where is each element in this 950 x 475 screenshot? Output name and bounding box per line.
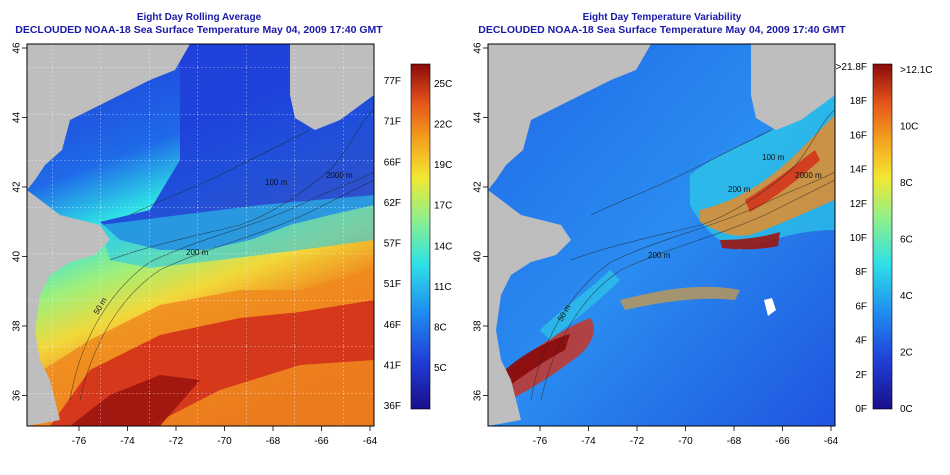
contour-label: 200 m	[728, 185, 751, 194]
colorbar-label: 14C	[434, 241, 452, 252]
longitude-tick-label: -64	[363, 436, 378, 447]
longitude-tick-label: -76	[533, 436, 548, 447]
latitude-tick-label: 38	[12, 320, 23, 332]
colorbar-variability: >21.8F 18F 16F 14F 12F 10F 8F 6F 4F 2F 0F >12.1C 10…	[836, 62, 933, 415]
latitude-tick-label: 40	[473, 251, 484, 263]
longitude-tick-label: -68	[266, 436, 281, 447]
panel-title-average: Eight Day Rolling Average DECLOUDED NOAA…	[0, 12, 398, 36]
colorbar-label: 36F	[384, 401, 401, 412]
colorbar-label: 77F	[384, 76, 401, 87]
map-frame	[26, 43, 375, 427]
colorbar-label: 25C	[434, 79, 452, 90]
colorbar-label: 0C	[900, 404, 913, 415]
colorbar-ramp	[872, 63, 893, 410]
chart-subtitle: DECLOUDED NOAA-18 Sea Surface Temperatur…	[15, 24, 383, 36]
colorbar-label: 8C	[434, 322, 447, 333]
longitude-tick-label: -66	[775, 436, 790, 447]
longitude-tick-label: -72	[169, 436, 184, 447]
contour-label: 100 m	[762, 153, 785, 162]
map-frame	[487, 43, 836, 427]
chart-subtitle: DECLOUDED NOAA-18 Sea Surface Temperatur…	[478, 24, 846, 36]
latitude-tick-label: 36	[473, 390, 484, 402]
latitude-axis-left: 46 44 42 40 38 36	[12, 42, 27, 401]
colorbar-label: 2F	[855, 370, 867, 381]
contour-label: 2000 m	[326, 171, 353, 180]
colorbar-label: 51F	[384, 279, 401, 290]
colorbar-label: >12.1C	[900, 65, 933, 76]
colorbar-label: 41F	[384, 360, 401, 371]
contour-label: 200 m	[648, 251, 671, 260]
longitude-tick-label: -74	[120, 436, 135, 447]
colorbar-ramp	[410, 63, 431, 410]
colorbar-label: 14F	[850, 165, 867, 176]
latitude-tick-label: 44	[12, 112, 23, 124]
latitude-axis-right: 46 44 42 40 38 36	[473, 42, 488, 401]
graticule	[27, 44, 374, 426]
longitude-axis-right: -76 -74 -72 -70 -68 -66 -64	[533, 426, 839, 447]
latitude-tick-label: 36	[12, 390, 23, 402]
longitude-tick-label: -66	[314, 436, 329, 447]
latitude-tick-label: 38	[473, 320, 484, 332]
latitude-tick-label: 46	[12, 42, 23, 54]
latitude-tick-label: 40	[12, 251, 23, 263]
colorbar-label: >21.8F	[836, 62, 867, 73]
colorbar-label: 10F	[850, 233, 867, 244]
panel-title-variability: Eight Day Temperature Variability DECLOU…	[462, 12, 862, 36]
sst-variability-map	[488, 44, 835, 426]
colorbar-label: 10C	[900, 122, 918, 133]
colorbar-label: 2C	[900, 348, 913, 359]
colorbar-average: 77F 71F 66F 62F 57F 51F 46F 41F 36F 25C 22C 19C 17C…	[384, 63, 452, 412]
colorbar-label: 8F	[855, 267, 867, 278]
colorbar-label: 18F	[850, 96, 867, 107]
chart-title: Eight Day Rolling Average	[136, 12, 262, 23]
colorbar-label: 62F	[384, 198, 401, 209]
colorbar-label: 17C	[434, 201, 452, 212]
latitude-tick-label: 46	[473, 42, 484, 54]
longitude-tick-label: -74	[581, 436, 596, 447]
chart-title: Eight Day Temperature Variability	[582, 12, 742, 23]
contour-label: 100 m	[265, 178, 288, 187]
colorbar-label: 6C	[900, 235, 913, 246]
colorbar-label: 66F	[384, 157, 401, 168]
longitude-axis-left: -76 -74 -72 -70 -68 -66 -64	[72, 426, 378, 447]
colorbar-label: 6F	[855, 301, 867, 312]
colorbar-label: 19C	[434, 160, 452, 171]
colorbar-label: 8C	[900, 178, 913, 189]
latitude-tick-label: 44	[473, 112, 484, 124]
colorbar-label: 0F	[855, 404, 867, 415]
land-mid-atlantic	[488, 190, 571, 426]
colorbar-label: 11C	[434, 282, 452, 293]
longitude-tick-label: -64	[824, 436, 839, 447]
colorbar-label: 5C	[434, 363, 447, 374]
latitude-tick-label: 42	[473, 181, 484, 193]
longitude-tick-label: -68	[727, 436, 742, 447]
longitude-tick-label: -70	[217, 436, 232, 447]
longitude-tick-label: -72	[630, 436, 645, 447]
contour-label: 200 m	[186, 248, 209, 257]
latitude-tick-label: 42	[12, 181, 23, 193]
colorbar-label: 4C	[900, 291, 913, 302]
longitude-tick-label: -76	[72, 436, 87, 447]
colorbar-label: 16F	[850, 130, 867, 141]
land-nova-scotia	[751, 44, 835, 130]
contour-label: 2000 m	[795, 171, 822, 180]
colorbar-label: 4F	[855, 336, 867, 347]
colorbar-label: 22C	[434, 120, 452, 131]
colorbar-label: 12F	[850, 199, 867, 210]
land-new-england	[488, 44, 651, 190]
colorbar-label: 57F	[384, 239, 401, 250]
sst-average-map	[27, 44, 374, 426]
colorbar-label: 71F	[384, 117, 401, 128]
colorbar-label: 46F	[384, 320, 401, 331]
longitude-tick-label: -70	[678, 436, 693, 447]
